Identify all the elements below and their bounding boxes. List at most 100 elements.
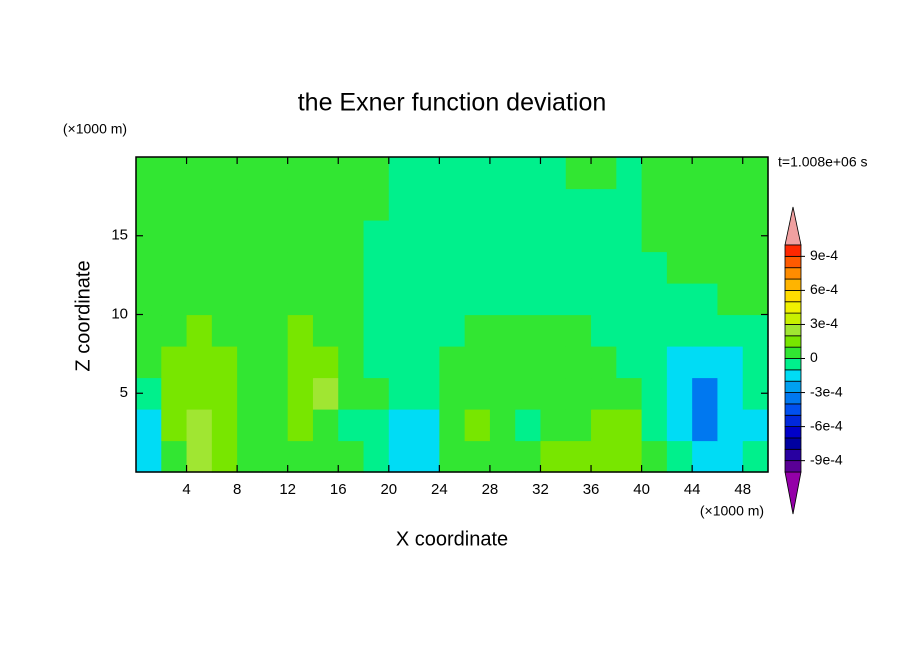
- contour-cell: [616, 283, 643, 316]
- contour-cell: [439, 220, 466, 253]
- contour-cell: [439, 251, 466, 284]
- contour-cell: [186, 440, 213, 473]
- contour-cell: [338, 440, 365, 473]
- contour-cell: [742, 409, 769, 442]
- contour-cell: [186, 251, 213, 284]
- contour-cell: [666, 251, 693, 284]
- contour-cell: [363, 440, 390, 473]
- contour-cell: [565, 188, 592, 221]
- contour-cell: [515, 409, 542, 442]
- contour-cell: [363, 188, 390, 221]
- contour-cell: [591, 283, 617, 316]
- contour-cell: [666, 377, 693, 410]
- y-axis-label: Z coordinate: [72, 260, 94, 371]
- contour-cell: [692, 220, 719, 253]
- contour-cell: [464, 314, 491, 347]
- contour-cell: [489, 314, 516, 347]
- contour-cell: [287, 440, 314, 473]
- colorbar-tick-label: 9e-4: [810, 247, 838, 263]
- contour-cell: [666, 157, 693, 190]
- colorbar-box: [784, 380, 802, 393]
- contour-cell: [211, 188, 238, 221]
- contour-cell: [237, 346, 263, 379]
- colorbar: 9e-4 6e-4 3e-4 0 -3e-4 -6e-4 -9e-4: [784, 206, 843, 515]
- contour-cell: [616, 377, 643, 410]
- colorbar-box: [784, 426, 802, 439]
- contour-cell: [363, 157, 390, 190]
- contour-cell: [489, 377, 516, 410]
- contour-cell: [211, 157, 238, 190]
- contour-cell: [439, 157, 466, 190]
- contour-cell: [363, 251, 390, 284]
- contour-cell: [211, 220, 238, 253]
- contour-cell: [565, 440, 592, 473]
- contour-cell: [515, 377, 542, 410]
- y-tick-label: 10: [111, 305, 128, 322]
- contour-cell: [616, 251, 643, 284]
- contour-cell: [641, 314, 668, 347]
- contour-cell: [161, 440, 188, 473]
- contour-cell: [211, 314, 238, 347]
- contour-cell: [742, 188, 769, 221]
- contour-cell: [237, 157, 263, 190]
- contour-cell: [312, 409, 339, 442]
- contour-cell: [489, 440, 516, 473]
- contour-cell: [464, 409, 491, 442]
- contour-cell: [464, 157, 491, 190]
- contour-cell: [464, 188, 491, 221]
- contour-cell: [540, 283, 567, 316]
- colorbar-box: [784, 335, 802, 348]
- contour-cell: [641, 440, 668, 473]
- contour-cell: [388, 283, 415, 316]
- contour-cell: [464, 283, 491, 316]
- contour-cell: [338, 188, 365, 221]
- contour-cell: [692, 188, 719, 221]
- contour-cell: [742, 346, 769, 379]
- contour-cell: [464, 440, 491, 473]
- contour-cell: [692, 314, 719, 347]
- contour-cell: [363, 346, 390, 379]
- contour-cell: [641, 346, 668, 379]
- colorbar-box: [784, 301, 802, 314]
- contour-cell: [515, 220, 542, 253]
- contour-cell: [591, 346, 617, 379]
- contour-cell: [565, 377, 592, 410]
- x-tick-label: 32: [532, 481, 549, 498]
- contour-cell: [641, 188, 668, 221]
- contour-cell: [666, 440, 693, 473]
- colorbar-box: [784, 255, 802, 269]
- contour-cell: [540, 157, 567, 190]
- contour-cell: [540, 346, 567, 379]
- contour-cell: [439, 346, 466, 379]
- contour-cell: [237, 188, 263, 221]
- contour-cell: [338, 251, 365, 284]
- contour-cell: [439, 283, 466, 316]
- contour-cell: [439, 440, 466, 473]
- contour-cell: [666, 346, 693, 379]
- contour-cell: [540, 188, 567, 221]
- contour-cell: [565, 251, 592, 284]
- contour-cell: [262, 251, 289, 284]
- contour-cell: [211, 440, 238, 473]
- contour-cell: [287, 188, 314, 221]
- contour-cell: [262, 220, 289, 253]
- contour-cell: [717, 314, 744, 347]
- contour-cell: [540, 440, 567, 473]
- x-unit: (×1000 m): [700, 503, 764, 519]
- contour-cell: [388, 157, 415, 190]
- contour-cell: [136, 409, 162, 442]
- contour-cell: [717, 251, 744, 284]
- contour-cell: [439, 314, 466, 347]
- contour-cell: [161, 251, 188, 284]
- x-tick-label: 28: [482, 481, 499, 498]
- contour-cell: [692, 377, 719, 410]
- contour-cell: [717, 220, 744, 253]
- colorbar-box: [784, 267, 802, 280]
- contour-cell: [262, 157, 289, 190]
- contour-cell: [211, 283, 238, 316]
- contour-cell: [287, 157, 314, 190]
- contour-cell: [161, 157, 188, 190]
- contour-cell: [591, 251, 617, 284]
- contour-cell: [338, 409, 365, 442]
- contour-cell: [136, 283, 162, 316]
